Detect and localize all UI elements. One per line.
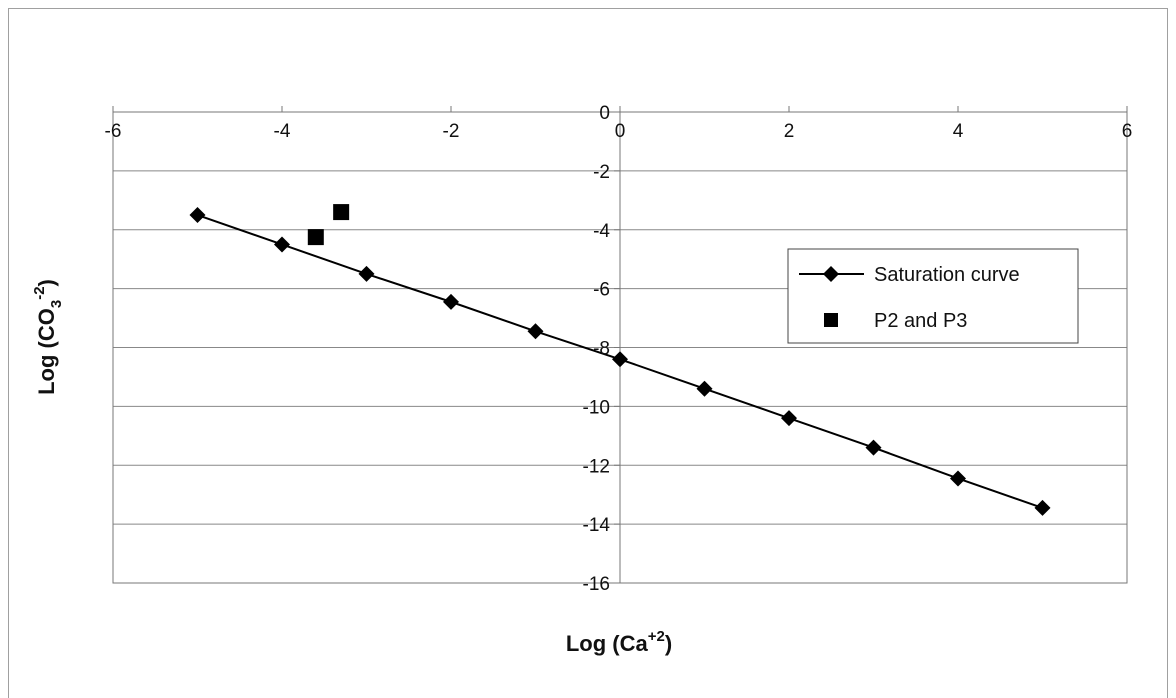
x-axis-title: Log (Ca+2) — [566, 628, 672, 656]
y-tick-label: -14 — [583, 515, 611, 536]
legend-square-icon — [824, 313, 838, 327]
saturation-point — [696, 380, 713, 397]
x-tick-label: -6 — [105, 121, 122, 142]
saturation-point — [865, 439, 882, 456]
saturation-point — [358, 265, 375, 282]
tick-labels: -6 -4 -2 0 2 4 60-2-4-6-8-10-12-14-16 — [105, 103, 1133, 595]
saturation-point — [527, 323, 544, 340]
y-tick-label: -8 — [593, 339, 610, 360]
sample-point — [333, 204, 350, 221]
x-tick-label: 4 — [953, 121, 964, 142]
x-tick-label: 2 — [784, 121, 795, 142]
series-layer — [189, 204, 1051, 516]
x-tick-label: 0 — [615, 121, 626, 142]
y-axis-title: Log (CO3-2) — [31, 279, 65, 395]
y-tick-label: -6 — [593, 280, 610, 301]
x-tick-label: -4 — [274, 121, 291, 142]
axes — [112, 106, 1128, 584]
y-tick-label: -4 — [593, 221, 610, 242]
legend-box — [787, 248, 1079, 344]
legend: Saturation curve P2 and P3 — [787, 248, 1079, 344]
chart-frame: -6 -4 -2 0 2 4 6 0 -2 -4 -6 -8 -10 -12 -14 -16 Log (Ca+… — [8, 8, 1168, 698]
saturation-point — [443, 293, 459, 310]
y-tick-label: -12 — [583, 456, 610, 477]
saturation-point — [612, 351, 628, 368]
sample-point — [307, 229, 324, 246]
legend-label-points: P2 and P3 — [874, 310, 967, 332]
saturation-point — [950, 470, 966, 487]
legend-diamond-icon — [823, 266, 839, 282]
saturation-point — [781, 410, 797, 427]
chart-svg: -6 -4 -2 0 2 4 60-2-4-6-8-10-12-14-16 Log (Ca+… — [31, 103, 1133, 656]
y-tick-label: -2 — [593, 162, 610, 183]
y-tick-label: 0 — [599, 103, 610, 124]
y-tick-label: -16 — [583, 574, 610, 595]
saturation-point — [189, 207, 206, 224]
saturation-point — [1034, 499, 1051, 516]
saturation-point — [274, 236, 290, 253]
x-tick-label: 6 — [1122, 121, 1133, 142]
y-tick-label: -10 — [583, 397, 610, 418]
x-tick-label: -2 — [443, 121, 460, 142]
legend-label-saturation: Saturation curve — [874, 264, 1020, 286]
